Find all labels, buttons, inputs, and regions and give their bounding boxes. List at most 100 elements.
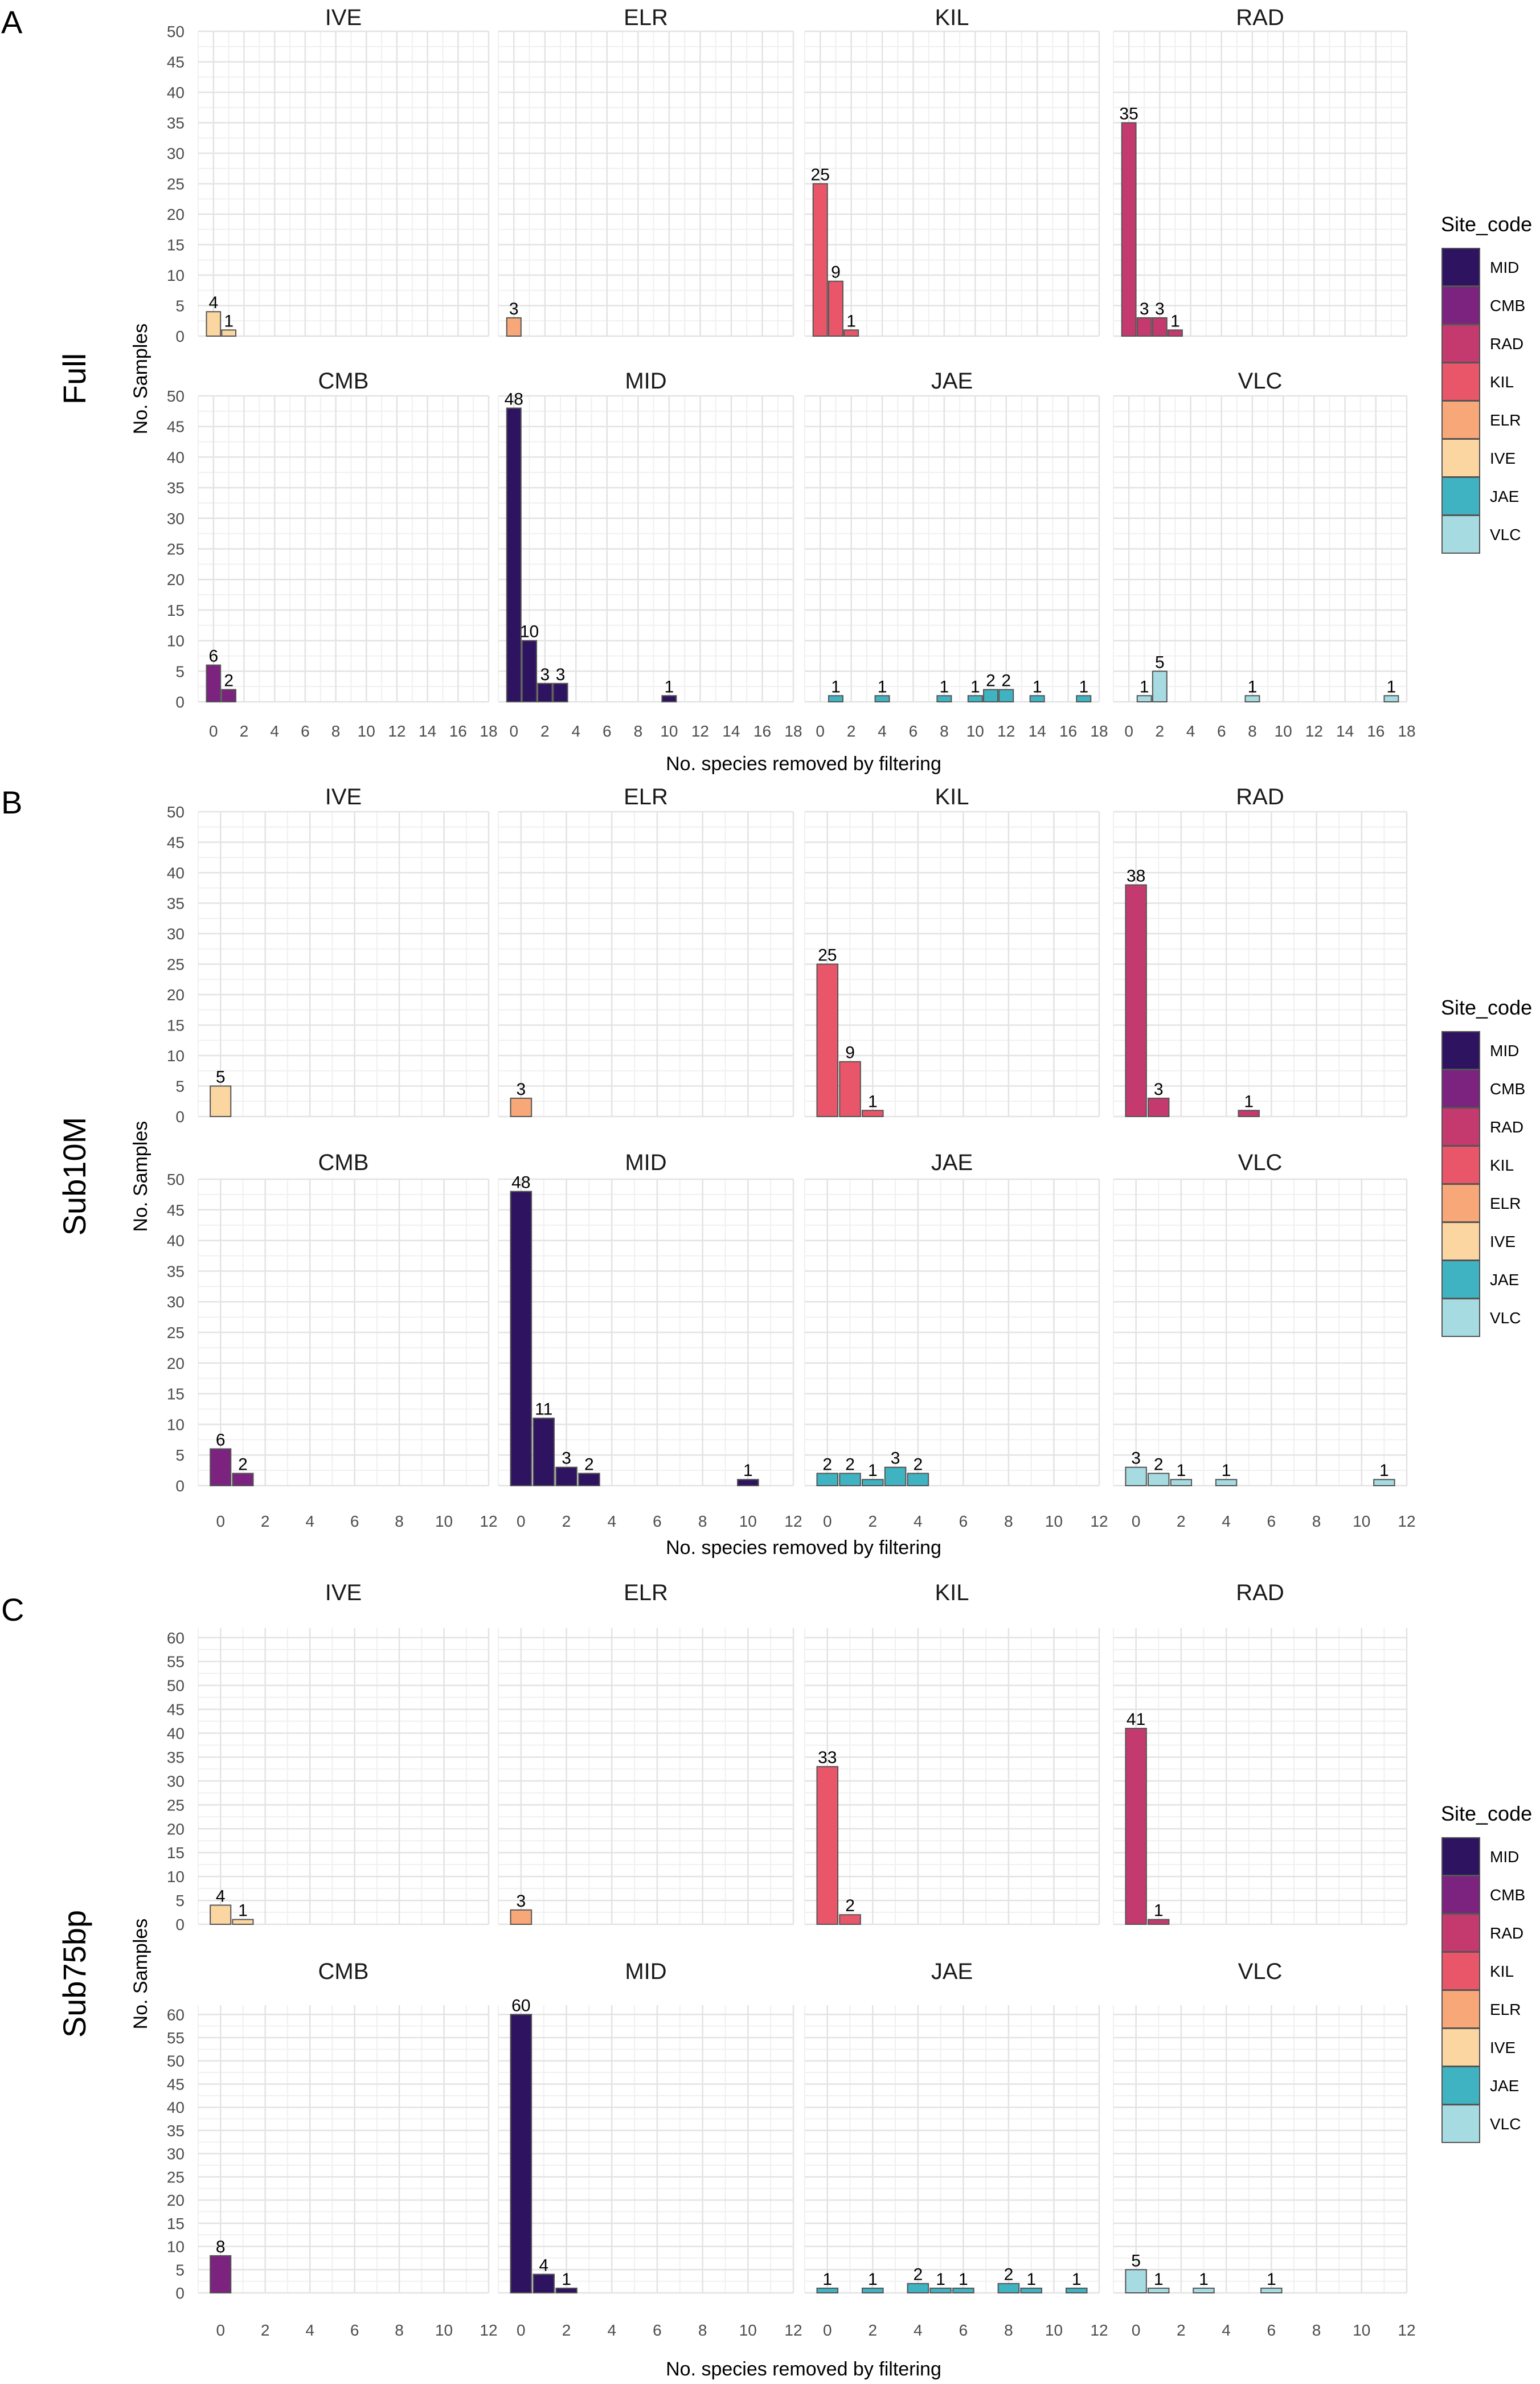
- x-tick-label: 10: [739, 2321, 757, 2339]
- y-tick-label: 15: [167, 236, 185, 254]
- y-tick-label: 35: [167, 895, 185, 913]
- x-tick-label: 4: [878, 722, 887, 740]
- x-tick-label: 10: [1275, 722, 1292, 740]
- y-tick-label: 60: [167, 1629, 185, 1647]
- bar: [736, 1479, 759, 1486]
- x-tick-label: 8: [1004, 1512, 1013, 1530]
- x-tick-label: 10: [1353, 2321, 1370, 2339]
- bar: [1148, 1097, 1170, 1118]
- bar-label: 2: [845, 1455, 855, 1474]
- x-tick-label: 4: [305, 1512, 314, 1530]
- bar: [510, 1097, 533, 1118]
- y-tick-label: 30: [167, 1293, 185, 1311]
- x-tick-label: 18: [1090, 722, 1108, 740]
- bar: [510, 1909, 533, 1925]
- legend-label: IVE: [1490, 1233, 1516, 1250]
- bar-label: 2: [238, 1455, 248, 1474]
- bar-label: 2: [1004, 2266, 1014, 2284]
- bar-label: 1: [562, 2270, 571, 2289]
- x-tick-label: 2: [540, 722, 550, 740]
- bar-label: 1: [1267, 2270, 1276, 2289]
- legend-label: ELR: [1490, 411, 1521, 429]
- y-tick-label: 50: [167, 2052, 185, 2070]
- x-tick-label: 12: [1090, 1512, 1108, 1530]
- bar-label: 10: [520, 623, 539, 641]
- panel-letter: B: [1, 784, 22, 820]
- bar-label: 2: [914, 1455, 923, 1474]
- x-tick-label: 6: [959, 2321, 968, 2339]
- bar: [533, 1417, 555, 1486]
- x-axis-title: No. species removed by filtering: [666, 753, 941, 775]
- row-title: Full: [56, 353, 92, 404]
- legend-label: RAD: [1490, 1924, 1523, 1942]
- bar: [816, 1766, 839, 1925]
- y-tick-label: 50: [167, 23, 185, 40]
- legend-swatch: [1441, 1069, 1480, 1108]
- y-tick-label: 10: [167, 1868, 185, 1886]
- bar-label: 25: [818, 946, 837, 965]
- bar: [210, 2255, 232, 2293]
- x-tick-label: 12: [784, 2321, 802, 2339]
- y-tick-label: 25: [167, 541, 185, 558]
- bar-label: 1: [1026, 2270, 1036, 2289]
- chart-panel-b: B Sub10M No. Samples No. species removed by…: [1, 784, 1532, 1559]
- legend-swatch: [1441, 324, 1480, 363]
- bar-label: 1: [1387, 677, 1396, 696]
- y-tick-label: 0: [175, 2284, 185, 2302]
- bar: [907, 2283, 929, 2294]
- x-tick-label: 8: [331, 722, 341, 740]
- bar-label: 1: [1222, 1461, 1231, 1480]
- bar: [537, 682, 553, 703]
- y-tick-label: 25: [167, 956, 185, 974]
- legend: Site_code MID CMB RAD KIL ELR IVE JAE VLC: [1441, 212, 1532, 554]
- bar: [816, 2287, 839, 2293]
- x-tick-label: 12: [388, 722, 406, 740]
- legend-label: CMB: [1490, 297, 1525, 314]
- y-tick-label: 0: [175, 328, 185, 345]
- bar: [862, 1479, 884, 1486]
- x-tick-label: 12: [1398, 1512, 1415, 1530]
- facet-title: MID: [625, 1150, 666, 1175]
- y-tick-label: 20: [167, 1820, 185, 1838]
- bar: [210, 1904, 232, 1925]
- chart-panel-a: A Full No. Samples No. species removed by f…: [1, 4, 1532, 775]
- bar-label: 1: [878, 677, 887, 696]
- legend-label: ELR: [1490, 1195, 1521, 1212]
- x-tick-label: 0: [1132, 2321, 1141, 2339]
- legend-swatch: [1441, 1107, 1480, 1146]
- bar-label: 33: [818, 1748, 837, 1767]
- bar-label: 1: [1154, 1902, 1164, 1920]
- x-tick-label: 0: [216, 1512, 225, 1530]
- bar-label: 2: [584, 1455, 594, 1474]
- facet-title: CMB: [318, 1959, 369, 1984]
- x-tick-label: 4: [914, 1512, 923, 1530]
- row-title: Sub10M: [56, 1117, 92, 1236]
- bar-label: 3: [1140, 300, 1149, 318]
- x-tick-label: 2: [261, 2321, 270, 2339]
- x-tick-label: 18: [784, 722, 802, 740]
- legend-label: VLC: [1490, 2115, 1521, 2133]
- bar: [1148, 2287, 1170, 2293]
- legend-swatch: [1441, 1031, 1480, 1070]
- facet-title: KIL: [935, 1580, 969, 1605]
- bar-label: 1: [868, 2270, 878, 2289]
- facet-elr: ELR 3: [498, 5, 794, 337]
- x-tick-label: 4: [270, 722, 279, 740]
- bar: [929, 2287, 952, 2293]
- y-tick-label: 20: [167, 986, 185, 1004]
- bar-label: 41: [1127, 1710, 1145, 1729]
- bar-label: 2: [1154, 1455, 1164, 1474]
- y-tick-label: 55: [167, 2029, 185, 2047]
- bar-label: 1: [1079, 677, 1088, 696]
- x-tick-label: 8: [1004, 2321, 1013, 2339]
- x-tick-label: 2: [240, 722, 249, 740]
- x-tick-label: 4: [305, 2321, 314, 2339]
- x-tick-label: 10: [1045, 1512, 1063, 1530]
- y-tick-label: 10: [167, 267, 185, 284]
- legend-label: JAE: [1490, 1271, 1519, 1289]
- facet-title: CMB: [318, 369, 369, 394]
- bar: [555, 2287, 578, 2293]
